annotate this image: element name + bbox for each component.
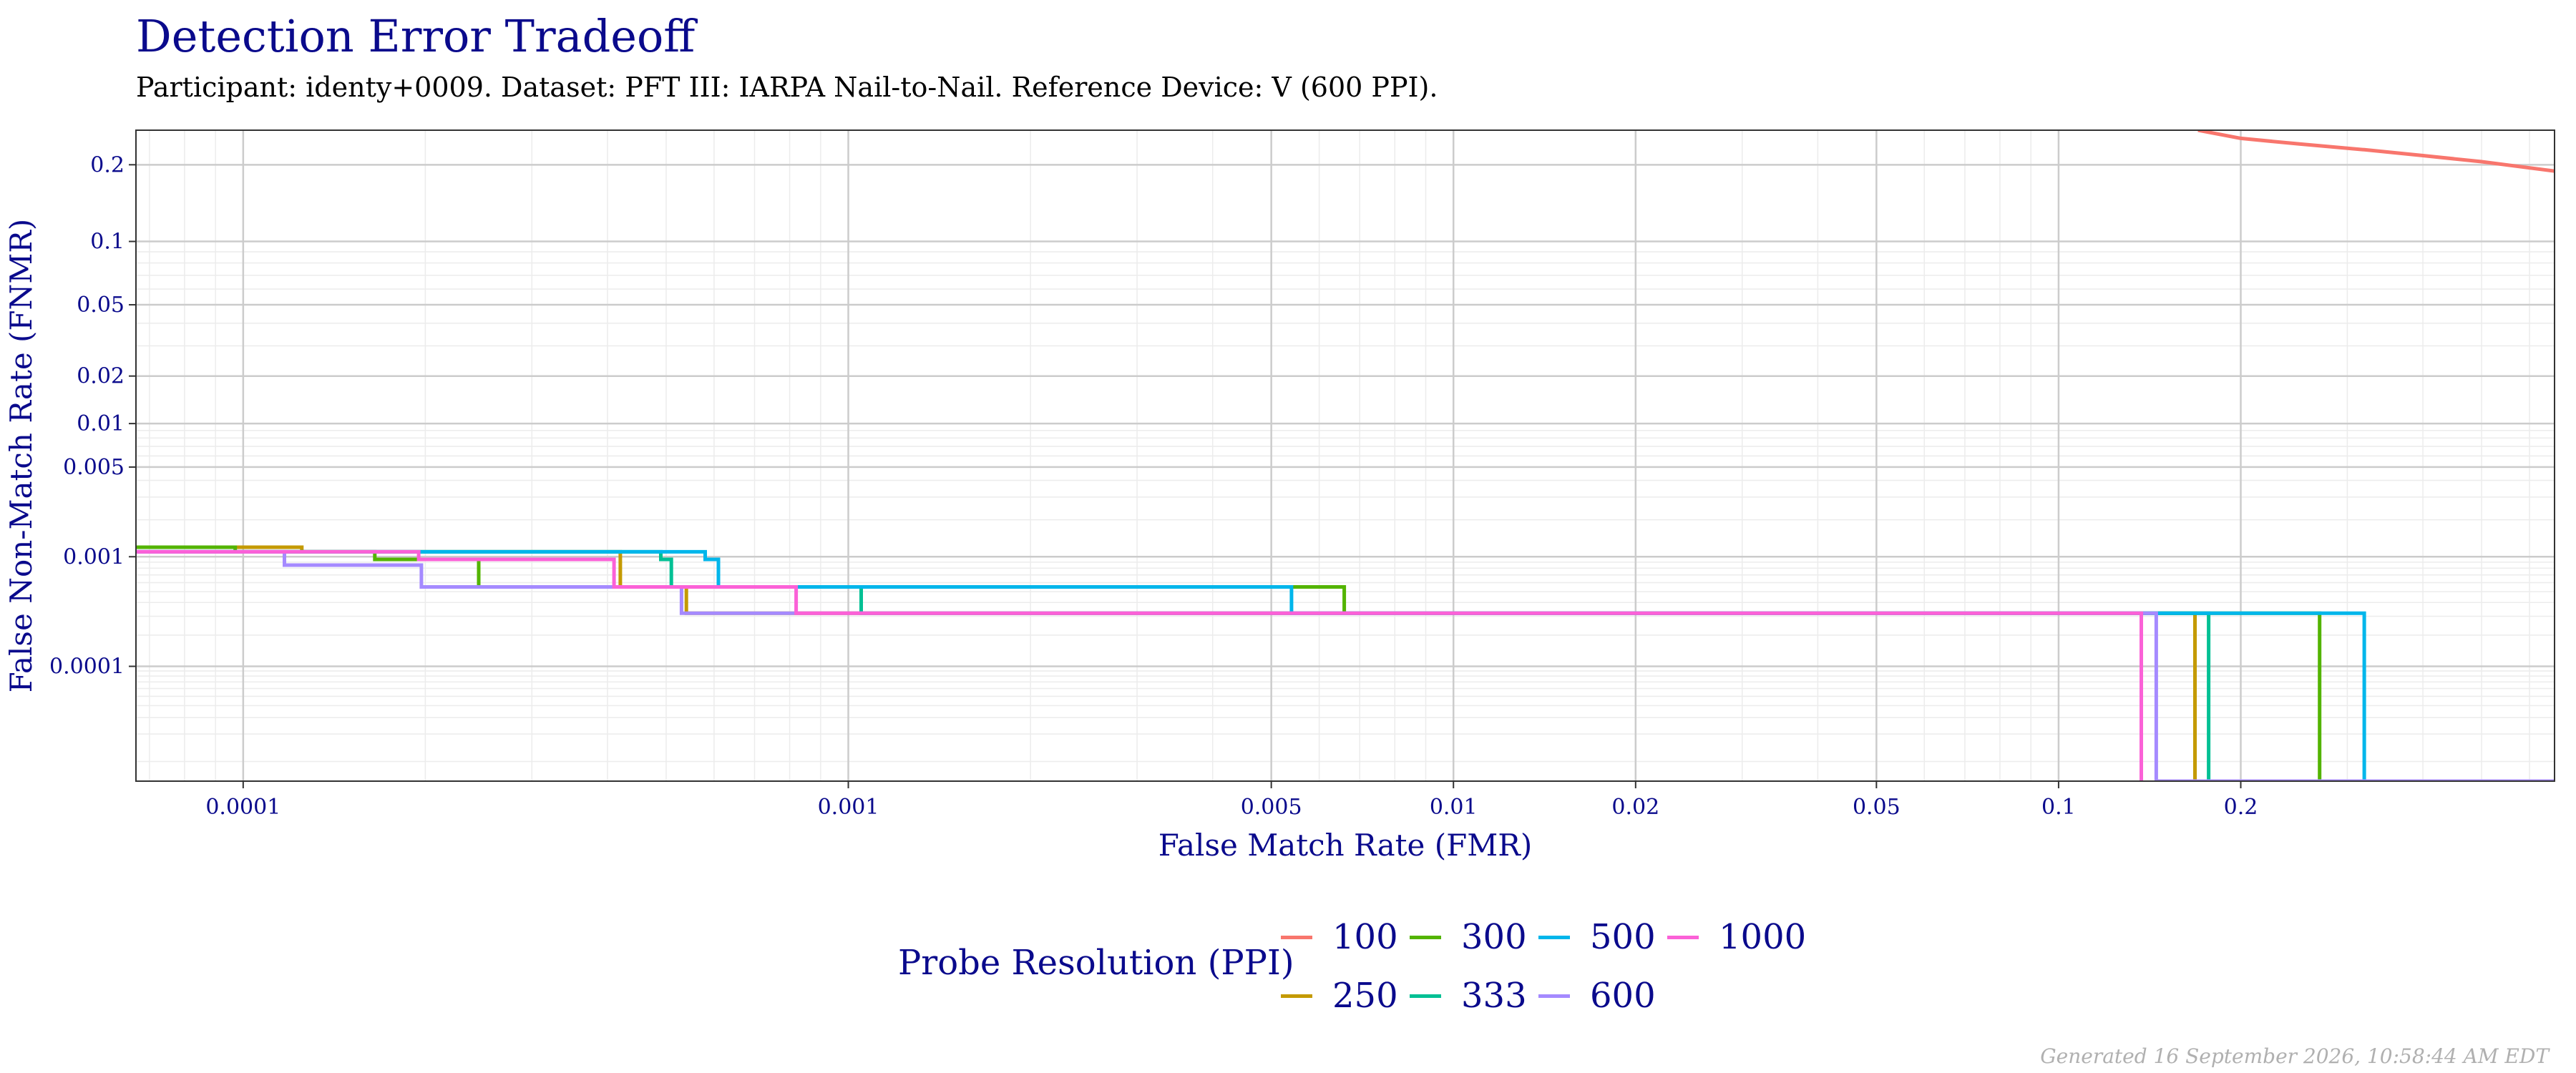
y-axis-ticks: 0.0001 0.001 0.005 0.01 0.02 0.05 0.1 0.2 — [49, 152, 136, 680]
generated-timestamp: Generated 16 September 2026, 10:58:44 AM… — [2040, 1044, 2549, 1068]
series-line-600 — [136, 549, 2555, 781]
y-tick-label: 0.005 — [63, 455, 125, 480]
x-axis-ticks: 0.0001 0.001 0.005 0.01 0.02 0.05 0.1 0.2 — [205, 781, 2258, 820]
major-gridlines — [136, 130, 2555, 781]
legend-label-500: 500 — [1590, 917, 1656, 957]
legend-item-300: 300 — [1410, 912, 1527, 962]
x-tick-label: 0.005 — [1241, 795, 1302, 820]
legend-label-300: 300 — [1461, 917, 1527, 957]
legend-item-600: 600 — [1538, 971, 1656, 1021]
legend-label-250: 250 — [1332, 976, 1398, 1016]
legend-key-300 — [1410, 935, 1441, 939]
series-line-1000 — [136, 549, 2143, 781]
legend-key-250 — [1281, 994, 1312, 998]
legend-label-100: 100 — [1332, 917, 1398, 957]
chart-title: Detection Error Tradeoff — [136, 10, 696, 62]
x-tick-label: 0.001 — [818, 795, 879, 820]
legend-item-250: 250 — [1281, 971, 1398, 1021]
legend-key-100 — [1281, 935, 1312, 939]
series-line-100 — [2197, 130, 2555, 173]
legend-item-100: 100 — [1281, 912, 1398, 962]
legend-title: Probe Resolution (PPI) — [898, 943, 1294, 983]
legend-key-1000 — [1667, 935, 1699, 939]
y-tick-label: 0.0001 — [49, 655, 125, 680]
x-tick-label: 0.01 — [1430, 795, 1478, 820]
legend-key-500 — [1538, 935, 1570, 939]
chart-subtitle: Participant: identy+0009. Dataset: PFT I… — [136, 72, 1438, 103]
x-tick-label: 0.1 — [2041, 795, 2076, 820]
y-tick-label: 0.1 — [90, 230, 125, 255]
legend-item-1000: 1000 — [1667, 912, 1806, 962]
x-tick-label: 0.0001 — [205, 795, 280, 820]
x-tick-label: 0.02 — [1611, 795, 1659, 820]
legend-label-600: 600 — [1590, 976, 1656, 1016]
legend-key-333 — [1410, 994, 1441, 998]
legend-key-600 — [1538, 994, 1570, 998]
x-tick-label: 0.05 — [1853, 795, 1901, 820]
series-layer — [136, 130, 2555, 781]
legend-item-333: 333 — [1410, 971, 1527, 1021]
y-tick-label: 0.001 — [63, 544, 125, 569]
legend: 100 250 300 333 500 600 1000 — [1281, 912, 1825, 1034]
legend-label-1000: 1000 — [1719, 917, 1807, 957]
legend-item-500: 500 — [1538, 912, 1656, 962]
x-tick-label: 0.2 — [2224, 795, 2258, 820]
y-tick-label: 0.02 — [77, 364, 125, 389]
x-axis-title: False Match Rate (FMR) — [1158, 828, 1533, 863]
legend-label-333: 333 — [1461, 976, 1527, 1016]
y-tick-label: 0.05 — [77, 293, 125, 318]
y-tick-label: 0.2 — [90, 152, 125, 177]
y-tick-label: 0.01 — [77, 411, 125, 436]
y-axis-title: False Non-Match Rate (FNMR) — [4, 219, 39, 693]
plot-border — [135, 129, 2555, 782]
